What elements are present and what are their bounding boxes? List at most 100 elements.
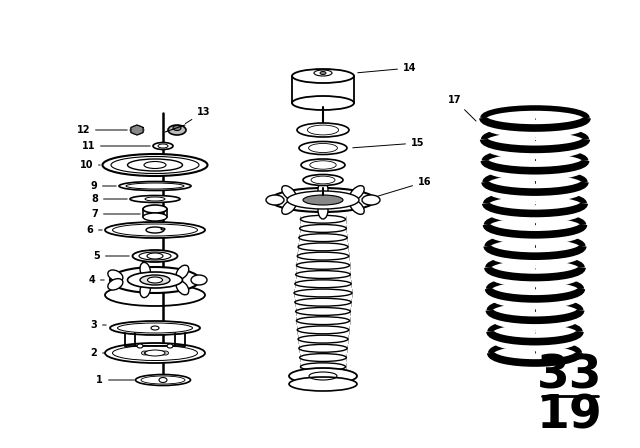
- Ellipse shape: [110, 267, 200, 293]
- Text: 33: 33: [537, 353, 603, 399]
- Ellipse shape: [296, 271, 350, 279]
- Ellipse shape: [131, 126, 143, 134]
- Ellipse shape: [147, 253, 163, 259]
- Ellipse shape: [130, 195, 180, 202]
- Ellipse shape: [303, 175, 343, 185]
- Ellipse shape: [140, 263, 150, 278]
- Ellipse shape: [145, 350, 165, 356]
- Text: 13: 13: [186, 107, 211, 124]
- Text: 16: 16: [378, 177, 431, 196]
- Ellipse shape: [144, 161, 166, 168]
- Ellipse shape: [161, 228, 165, 230]
- Ellipse shape: [318, 201, 328, 219]
- Ellipse shape: [140, 275, 170, 285]
- Ellipse shape: [486, 120, 584, 138]
- Ellipse shape: [292, 69, 354, 83]
- Ellipse shape: [108, 270, 123, 281]
- Ellipse shape: [145, 351, 150, 355]
- Ellipse shape: [105, 343, 205, 363]
- Ellipse shape: [119, 181, 191, 190]
- Ellipse shape: [489, 205, 581, 223]
- Text: 14: 14: [358, 63, 417, 73]
- Ellipse shape: [300, 353, 346, 362]
- Ellipse shape: [490, 227, 580, 245]
- Ellipse shape: [349, 200, 364, 214]
- Ellipse shape: [318, 181, 328, 199]
- Ellipse shape: [127, 159, 182, 171]
- Ellipse shape: [127, 272, 182, 288]
- Ellipse shape: [491, 269, 579, 287]
- Text: 2: 2: [90, 348, 105, 358]
- Text: 7: 7: [92, 209, 140, 219]
- Ellipse shape: [493, 312, 577, 330]
- Ellipse shape: [140, 282, 150, 297]
- Ellipse shape: [490, 248, 580, 266]
- Ellipse shape: [266, 195, 284, 205]
- Ellipse shape: [289, 368, 357, 384]
- Ellipse shape: [159, 351, 166, 355]
- Ellipse shape: [300, 224, 346, 233]
- Ellipse shape: [320, 72, 326, 74]
- Ellipse shape: [296, 307, 350, 315]
- Ellipse shape: [487, 141, 583, 159]
- Ellipse shape: [153, 142, 173, 150]
- Ellipse shape: [301, 159, 345, 171]
- Polygon shape: [131, 125, 143, 135]
- Ellipse shape: [176, 281, 189, 295]
- Ellipse shape: [282, 200, 296, 214]
- Ellipse shape: [141, 351, 147, 355]
- Ellipse shape: [297, 326, 349, 334]
- Ellipse shape: [168, 125, 186, 135]
- Ellipse shape: [299, 142, 347, 155]
- Ellipse shape: [105, 284, 205, 306]
- Ellipse shape: [150, 351, 157, 355]
- Ellipse shape: [157, 351, 163, 355]
- Ellipse shape: [132, 250, 177, 262]
- Ellipse shape: [167, 344, 173, 348]
- Ellipse shape: [147, 277, 163, 283]
- Ellipse shape: [294, 289, 352, 297]
- Ellipse shape: [282, 185, 296, 200]
- Ellipse shape: [292, 96, 354, 110]
- Ellipse shape: [492, 291, 578, 309]
- Text: 4: 4: [88, 275, 104, 285]
- Text: 8: 8: [91, 194, 127, 204]
- Ellipse shape: [299, 234, 347, 241]
- Ellipse shape: [143, 205, 167, 213]
- Ellipse shape: [287, 191, 359, 209]
- Text: 5: 5: [93, 251, 129, 261]
- Text: 10: 10: [79, 160, 100, 170]
- Ellipse shape: [493, 333, 577, 351]
- Ellipse shape: [191, 275, 207, 285]
- Text: 9: 9: [90, 181, 116, 191]
- Ellipse shape: [110, 321, 200, 335]
- Text: 19: 19: [537, 393, 603, 439]
- Ellipse shape: [488, 184, 582, 202]
- Ellipse shape: [299, 345, 347, 352]
- Ellipse shape: [300, 215, 346, 223]
- Ellipse shape: [303, 195, 343, 205]
- Ellipse shape: [143, 213, 167, 221]
- Text: 6: 6: [86, 225, 102, 235]
- Ellipse shape: [137, 344, 143, 348]
- Ellipse shape: [154, 351, 159, 355]
- Ellipse shape: [297, 123, 349, 137]
- Ellipse shape: [488, 163, 582, 181]
- Ellipse shape: [136, 375, 191, 385]
- Ellipse shape: [362, 195, 380, 205]
- Ellipse shape: [301, 372, 345, 380]
- Ellipse shape: [298, 243, 348, 251]
- Ellipse shape: [102, 154, 207, 176]
- Ellipse shape: [295, 280, 351, 288]
- Ellipse shape: [296, 317, 349, 325]
- Text: 15: 15: [353, 138, 424, 148]
- Ellipse shape: [300, 363, 346, 370]
- Text: 17: 17: [448, 95, 476, 121]
- Ellipse shape: [159, 378, 167, 383]
- Ellipse shape: [289, 377, 357, 391]
- Ellipse shape: [173, 125, 181, 130]
- Ellipse shape: [163, 351, 168, 355]
- Ellipse shape: [108, 279, 123, 290]
- Ellipse shape: [151, 326, 159, 330]
- Text: 11: 11: [81, 141, 150, 151]
